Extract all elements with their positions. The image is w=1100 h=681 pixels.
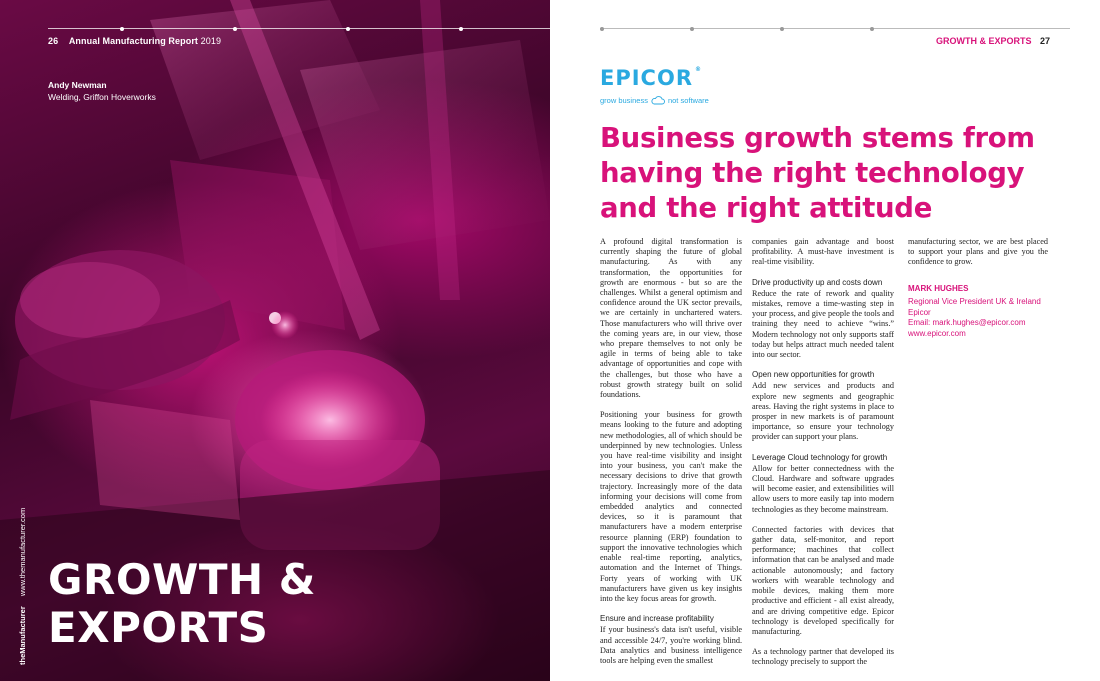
logo-wordmark: EPICOR ® bbox=[600, 66, 709, 90]
folio-right: GROWTH & EXPORTS 27 bbox=[936, 36, 1050, 46]
author-name: MARK HUGHES bbox=[908, 283, 969, 293]
tagline-right: not software bbox=[667, 96, 709, 105]
section-label: GROWTH & EXPORTS bbox=[935, 36, 1032, 46]
paragraph: companies gain advantage and boost profi… bbox=[752, 237, 894, 267]
author-company: Epicor bbox=[908, 307, 931, 317]
subheading: Leverage Cloud technology for growth bbox=[752, 452, 888, 462]
author-website[interactable]: www.epicor.com bbox=[908, 328, 966, 338]
credit-role: Welding, Griffon Hoverworks bbox=[48, 92, 156, 102]
author-email[interactable]: Email: mark.hughes@epicor.com bbox=[908, 318, 1026, 328]
side-brand: theManufacturer bbox=[18, 606, 27, 665]
author-signature: MARK HUGHES Regional Vice President UK &… bbox=[908, 284, 1048, 340]
page-number-left: 26 bbox=[48, 36, 59, 46]
rule-dot bbox=[780, 26, 784, 31]
paragraph: Connected factories with devices that ga… bbox=[752, 524, 894, 636]
right-page: GROWTH & EXPORTS 27 EPICOR ® grow busine… bbox=[550, 0, 1100, 681]
rule-dot bbox=[233, 26, 237, 31]
logo-tagline: grow business not software bbox=[600, 96, 709, 105]
rule-dot bbox=[346, 26, 350, 31]
welding-photo-illustration bbox=[0, 0, 550, 681]
rule-dot bbox=[600, 26, 604, 31]
rule-dot bbox=[120, 26, 124, 31]
epicor-logo: EPICOR ® grow business not software bbox=[600, 66, 709, 105]
paragraph: Allow for better connectedness with the … bbox=[752, 463, 894, 514]
side-url-text: www.themanufacturer.com bbox=[18, 507, 27, 597]
page-number-right: 27 bbox=[1039, 36, 1050, 46]
logo-registered: ® bbox=[694, 66, 702, 73]
rule-dot bbox=[459, 26, 463, 31]
rule-dot bbox=[690, 26, 694, 31]
subheading: Open new opportunities for growth bbox=[752, 370, 875, 380]
credit-name: Andy Newman bbox=[48, 80, 107, 90]
paragraph: Reduce the rate of rework and quality mi… bbox=[752, 288, 894, 360]
section-title-line2: EXPORTS bbox=[48, 603, 269, 652]
paragraph: Add new services and products and explor… bbox=[752, 381, 894, 442]
subheading: Drive productivity up and costs down bbox=[752, 277, 883, 287]
article-headline: Business growth stems from having the ri… bbox=[600, 122, 1035, 224]
subheading: Ensure and increase profitability bbox=[600, 614, 714, 624]
photo-credit: Andy Newman Welding, Griffon Hoverworks bbox=[48, 79, 156, 103]
article-column-3: manufacturing sector, we are best placed… bbox=[908, 237, 1048, 339]
paragraph: If your business's data isn't useful, vi… bbox=[600, 625, 742, 665]
folio-left: 26 Annual Manufacturing Report 2019 bbox=[48, 36, 221, 46]
section-title: GROWTH & EXPORTS bbox=[48, 556, 316, 652]
top-rule-right bbox=[600, 26, 1070, 31]
paragraph: manufacturing sector, we are best placed… bbox=[908, 237, 1048, 267]
article-column-2: companies gain advantage and boost profi… bbox=[752, 237, 894, 678]
paragraph: As a technology partner that developed i… bbox=[752, 647, 894, 667]
cloud-icon bbox=[651, 96, 665, 105]
section-title-line1: GROWTH & bbox=[48, 555, 316, 604]
logo-text: EPICOR bbox=[600, 66, 693, 90]
paragraph: A profound digital transformation is cur… bbox=[600, 237, 742, 400]
tagline-left: grow business bbox=[600, 96, 648, 105]
author-title: Regional Vice President UK & Ireland bbox=[908, 297, 1041, 307]
publication-title: Annual Manufacturing Report bbox=[68, 36, 199, 46]
article-column-1: A profound digital transformation is cur… bbox=[600, 237, 742, 676]
side-url: theManufacturer www.themanufacturer.com bbox=[18, 495, 27, 665]
top-rule-left bbox=[48, 28, 550, 29]
rule-dot bbox=[870, 26, 874, 31]
paragraph: Positioning your business for growth mea… bbox=[600, 410, 742, 603]
publication-year: 2019 bbox=[200, 36, 222, 46]
left-page-photo: 26 Annual Manufacturing Report 2019 Andy… bbox=[0, 0, 550, 681]
